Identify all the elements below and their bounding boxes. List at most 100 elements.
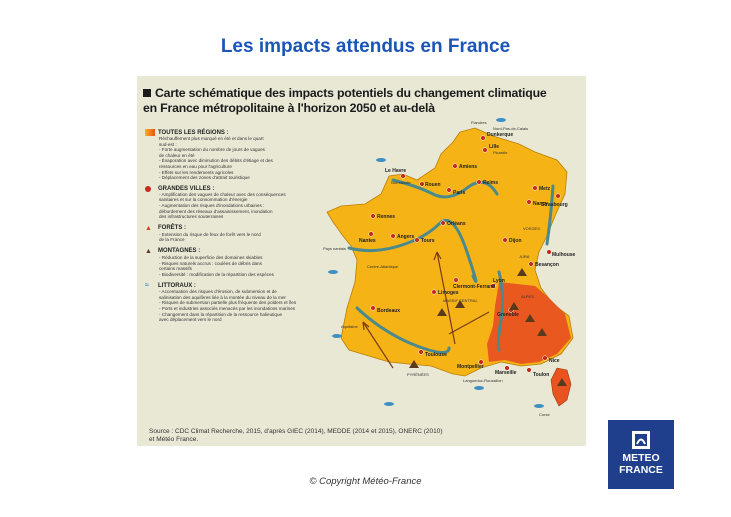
legend-coasts-head: LITTORAUX : xyxy=(158,282,196,289)
label-flandres: Flandres xyxy=(471,120,487,125)
label-nancy: Nancy xyxy=(533,201,548,207)
legend-line: - Augmentation des risques d'inondations… xyxy=(159,202,265,208)
legend-line: - Biodiversité : modification de la répa… xyxy=(159,271,274,277)
legend-line: - Changement dans la répartition de la r… xyxy=(159,311,283,317)
southeast-heat-zone xyxy=(487,282,571,364)
river-loire xyxy=(347,219,478,283)
rivers xyxy=(347,178,555,354)
legend-forests: ▲ FORÊTS : xyxy=(145,225,350,232)
legend-forests-head: FORÊTS : xyxy=(158,225,186,232)
mountain-markers xyxy=(409,268,567,386)
legend-coasts: ≈ LITTORAUX : xyxy=(145,282,350,289)
label-limoges: Limoges xyxy=(438,290,459,296)
label-pyrenees: PYRÉNÉES xyxy=(407,372,429,377)
legend-line: - Forte augmentation du nombre de jours … xyxy=(159,147,265,153)
river-seine xyxy=(391,178,499,199)
label-nice: Nice xyxy=(549,358,560,364)
card-title-line2: en France métropolitaine à l'horizon 205… xyxy=(143,101,435,115)
coast-markers xyxy=(328,118,544,408)
label-angers: Angers xyxy=(397,234,414,240)
label-vosges: VOSGES xyxy=(523,226,540,231)
river-rhone xyxy=(496,270,505,352)
source-line2: et Météo France. xyxy=(149,436,199,443)
source-line1: Source : CDC Climat Recherche, 2015, d'a… xyxy=(149,428,443,435)
logo-text: METEO FRANCE xyxy=(608,452,674,476)
copyright: © Copyright Météo-France xyxy=(309,476,422,487)
city-dot-icon xyxy=(145,185,151,192)
label-picardie: Picardie xyxy=(493,150,508,155)
label-metz: Metz xyxy=(539,186,551,192)
legend-line: - Risques naturels accrus : coulées de d… xyxy=(159,260,262,266)
legend-line: certains massifs xyxy=(159,266,192,272)
climate-shift-arrows xyxy=(362,251,490,369)
legend-line: - Effets sur les rendements agricoles xyxy=(159,169,234,175)
corsica xyxy=(550,367,572,407)
legend-line: salinisation des aquifères liée à la mon… xyxy=(159,294,286,300)
label-strasbourg: Strasbourg xyxy=(541,202,568,208)
label-centre-atlantique: Centre-Atlantique xyxy=(367,264,399,269)
label-orleans: Orléans xyxy=(447,221,466,227)
legend-line: débordement des réseaux d'assainissement… xyxy=(159,208,273,214)
heat-swatch-icon xyxy=(145,129,155,136)
label-aquitaine: Aquitaine xyxy=(341,324,358,329)
legend-mountains-head: MONTAGNES : xyxy=(158,248,201,255)
label-massif-central: MASSIF CENTRAL xyxy=(443,298,478,303)
legend-cities: GRANDES VILLES : xyxy=(145,185,350,192)
legend-line: - Extension du risque de feux de forêt v… xyxy=(159,231,261,237)
city-markers xyxy=(368,135,561,373)
label-rouen: Rouen xyxy=(425,182,441,188)
legend-all-regions-head: TOUTES LES RÉGIONS : xyxy=(158,129,229,136)
river-garonne xyxy=(355,306,451,354)
legend-all-regions: TOUTES LES RÉGIONS : xyxy=(145,129,350,136)
legend-line: de chaleur en été xyxy=(159,152,195,158)
label-montpellier: Montpellier xyxy=(457,364,484,370)
label-toulon: Toulon xyxy=(533,372,549,378)
legend-line: - Accentuation des risques d'érosion, de… xyxy=(159,289,277,295)
label-le-havre: Le Havre xyxy=(385,168,406,174)
label-alpes: ALPES xyxy=(521,294,534,299)
map-legend: TOUTES LES RÉGIONS : Réchauffement plus … xyxy=(145,124,350,323)
legend-line: des infrastructures souterraines xyxy=(159,214,224,220)
river-rhine xyxy=(545,184,555,246)
map-card: Dunkerque Lille Amiens Le Havre Rouen Pa… xyxy=(137,76,586,446)
label-dunkerque: Dunkerque xyxy=(487,132,513,138)
label-lille: Lille xyxy=(489,144,499,150)
legend-line: sud-est : xyxy=(159,141,177,147)
legend-line: - Réduction de la superficie des domaine… xyxy=(159,254,263,260)
label-tours: Tours xyxy=(421,238,435,244)
legend-line: ressources en eau pour l'agriculture xyxy=(159,163,232,169)
label-grenoble: Grenoble xyxy=(497,312,519,318)
legend-line: avec déplacement vers le nord xyxy=(159,317,222,323)
label-lyon: Lyon xyxy=(493,278,505,284)
source-note: Source : CDC Climat Recherche, 2015, d'a… xyxy=(149,428,569,444)
label-bordeaux: Bordeaux xyxy=(377,308,400,314)
meteo-france-emblem-icon xyxy=(632,431,650,449)
label-clermont: Clermont-Ferrand xyxy=(453,284,495,290)
label-marseille: Marseille xyxy=(495,370,517,376)
label-corse: Corse xyxy=(539,412,550,417)
legend-line: - Amplification des vagues de chaleur av… xyxy=(159,191,286,197)
card-title: Carte schématique des impacts potentiels… xyxy=(143,86,583,116)
label-amiens: Amiens xyxy=(459,164,477,170)
label-besancon: Besançon xyxy=(535,262,559,268)
logo-line1: METEO xyxy=(622,452,660,464)
label-reims: Reims xyxy=(483,180,498,186)
legend-line: - Évaporation avec diminution des débits… xyxy=(159,158,273,164)
label-languedoc: Languedoc-Roussillon xyxy=(463,378,503,383)
title-bullet-square xyxy=(143,89,151,97)
label-toulouse: Toulouse xyxy=(425,352,447,358)
label-jura: JURA xyxy=(519,254,530,259)
label-dijon: Dijon xyxy=(509,238,522,244)
france-map: Dunkerque Lille Amiens Le Havre Rouen Pa… xyxy=(323,118,576,417)
label-pays-nantais: Pays nantais xyxy=(323,246,346,251)
coast-icon: ≈ xyxy=(145,282,149,290)
legend-line: Réchauffement plus marqué en été et dans… xyxy=(159,136,264,141)
legend-line: - Risques de submersion partielle plus f… xyxy=(159,300,297,306)
label-paris: Paris xyxy=(453,190,465,196)
legend-cities-head: GRANDES VILLES : xyxy=(158,185,215,192)
logo-line2: FRANCE xyxy=(619,464,663,476)
label-nord-pas-de-calais: Nord-Pas-de-Calais xyxy=(493,126,528,131)
legend-mountains: ▲ MONTAGNES : xyxy=(145,248,350,255)
legend-line: - Déplacement des zones d'attrait touris… xyxy=(159,175,250,181)
mountain-icon: ▲ xyxy=(145,247,152,255)
